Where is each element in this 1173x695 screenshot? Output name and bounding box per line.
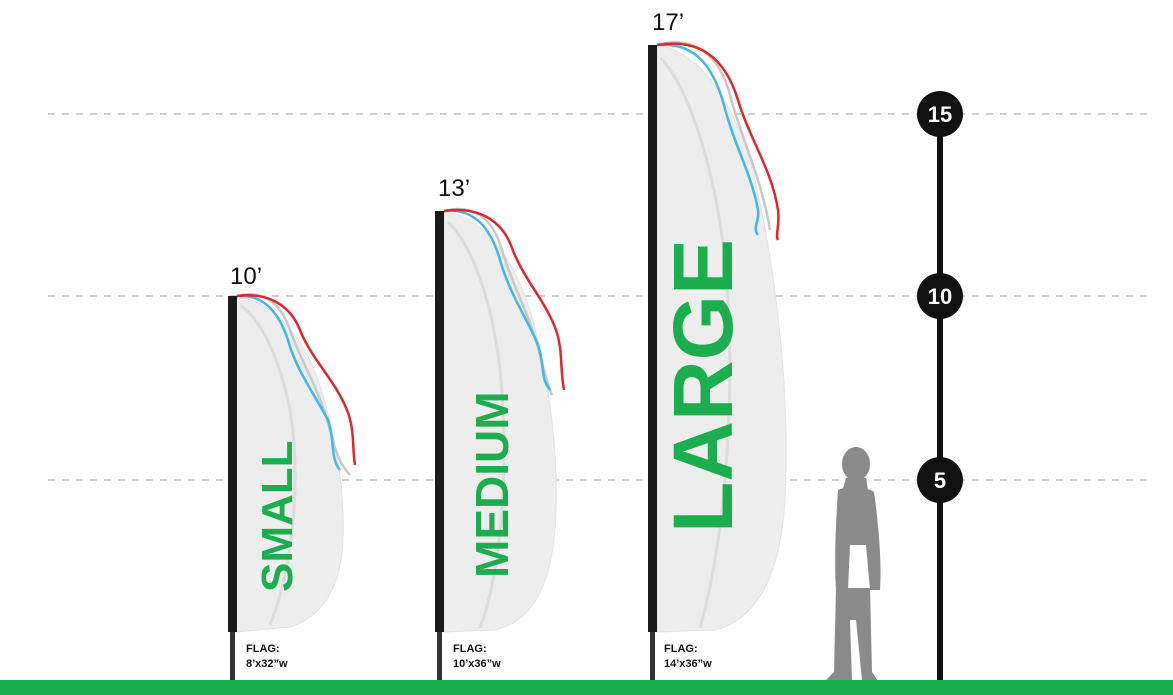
flag-large-spec-line1: FLAG:	[664, 643, 698, 655]
flag-large-word: LARGE	[656, 239, 750, 533]
flag-medium-spec-line1: FLAG:	[453, 643, 487, 655]
height-scale: 15 10 5	[917, 91, 963, 682]
flag-large: 17’ LARGE FLAG: 14’x36”w	[648, 9, 787, 682]
flag-large-pole	[648, 45, 657, 632]
flag-medium-height-label: 13’	[438, 175, 470, 202]
flag-large-height-label: 17’	[652, 9, 684, 36]
flag-small-word: SMALL	[253, 440, 302, 592]
scale-mark-10: 10	[917, 273, 963, 319]
flag-small-base	[230, 632, 235, 682]
flag-medium-pole	[435, 211, 444, 632]
scale-label-15: 15	[928, 102, 952, 127]
ground-strip	[0, 680, 1173, 695]
flag-medium-word: MEDIUM	[466, 391, 518, 578]
flag-small-height-label: 10’	[230, 263, 262, 290]
flag-small-spec-line1: FLAG:	[246, 643, 280, 655]
flag-large-spec-line2: 14’x36”w	[664, 658, 712, 670]
flag-large-base	[650, 632, 655, 682]
flag-medium: 13’ MEDIUM FLAG: 10’x36”w	[435, 175, 566, 682]
flag-small: 10’ SMALL FLAG: 8’x32”w	[228, 263, 357, 682]
flag-medium-base	[437, 632, 442, 682]
flag-small-spec-line2: 8’x32”w	[246, 658, 288, 670]
flag-small-pole	[228, 296, 237, 632]
scale-label-5: 5	[934, 468, 946, 493]
scale-mark-15: 15	[917, 91, 963, 137]
scale-mark-5: 5	[917, 457, 963, 503]
flag-medium-spec-line2: 10’x36”w	[453, 658, 501, 670]
person-silhouette-icon	[826, 447, 881, 684]
scale-label-10: 10	[928, 284, 952, 309]
